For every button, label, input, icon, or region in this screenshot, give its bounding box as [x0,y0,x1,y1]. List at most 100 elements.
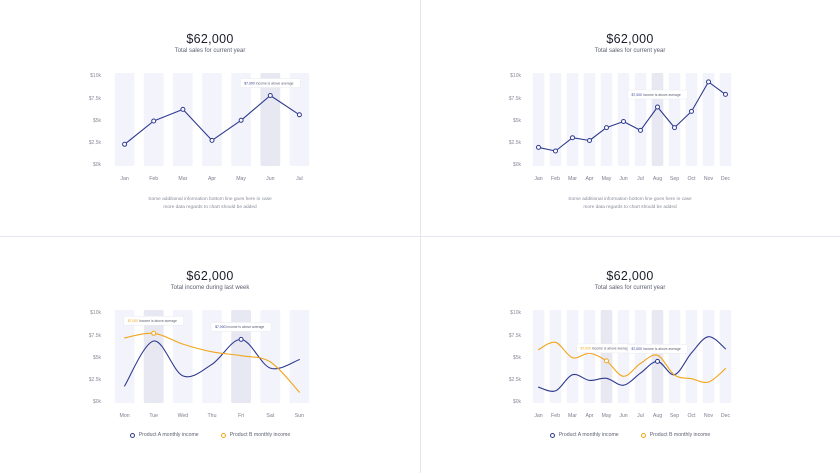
column-band [634,73,647,166]
series-line [537,336,727,392]
column-band [600,310,613,403]
tooltip-message: Income is above average [592,347,630,351]
line-chart: $10k $7.5k $5k $2.5k $0k Jan Feb Mar Apr May Jun Ju… [509,73,732,182]
column-band [549,310,562,403]
x-tick-label: Apr [585,176,593,182]
total-amount: $62,000 [186,32,234,46]
x-tick-label: Jul [637,176,644,182]
x-tick-label: Jan [534,413,542,419]
tooltip-message: Income is above average [139,319,177,323]
column-band [702,310,715,403]
legend-item-product-b[interactable]: Product B monthly income [640,432,710,438]
x-tick-label: Jun [619,176,627,182]
y-tick-label: $0k [93,399,102,405]
x-tick-label: May [602,176,612,182]
total-amount: $62,000 [606,269,654,283]
y-tick-label: $5k [513,355,522,361]
chart-card-2: $62,000 Total sales for current year $10… [420,0,840,236]
data-point [238,336,244,342]
tooltip-text: $7,000 Income is above average [128,319,177,323]
x-tick-label: Nov [704,413,714,419]
circle-marker-icon [220,432,226,438]
data-point [536,144,541,150]
y-tick-label: $7.5k [509,333,522,339]
x-tick-label: Apr [208,176,216,182]
column-band [617,310,630,403]
tooltip-box [123,316,184,326]
column-band [566,73,579,166]
data-point [689,108,694,114]
x-tick-label: Mon [120,413,130,419]
data-point [296,112,302,118]
x-tick-label: Mar [178,176,187,182]
x-tick-label: Sun [295,413,304,419]
column-band [634,310,647,403]
column-band [719,73,732,166]
column-band [702,73,715,166]
data-point [604,125,609,131]
chart-subtitle: Total income during last week [170,285,250,291]
column-band [532,73,545,166]
legend-item-product-a[interactable]: Product A monthly income [129,432,199,438]
column-band [668,310,681,403]
x-tick-label: Dec [721,176,731,182]
y-tick-label: $0k [513,399,522,405]
y-tick-label: $5k [93,118,102,124]
tooltip-text: $7,000 Income is above average [215,325,264,329]
legend-label: Product A monthly income [138,432,199,438]
x-tick-label: Feb [551,413,560,419]
column-band [289,73,310,166]
total-amount: $62,000 [186,269,234,283]
tooltip-box [240,78,301,88]
column-band [260,73,281,166]
y-tick-label: $10k [510,310,521,316]
y-tick-label: $7.5k [89,333,102,339]
column-band [668,73,681,166]
column-band [532,310,545,403]
column-band [289,310,310,403]
x-tick-label: Aug [653,413,662,419]
column-band [172,310,193,403]
tooltip-text: $7,000 Income is above average [632,93,681,97]
tooltip-message: Income is above average [226,325,264,329]
circle-marker-icon [129,432,135,438]
tooltip-box [210,322,272,332]
x-tick-label: Fri [238,413,244,419]
x-tick-label: Feb [551,176,560,182]
column-band [685,310,698,403]
tooltip-box [627,344,688,354]
footnote-line: Some additional information bottom line … [148,197,272,202]
y-tick-label: $2.5k [89,377,102,383]
data-point [706,79,711,85]
y-tick-label: $5k [93,355,102,361]
column-band [719,310,732,403]
data-point [570,135,575,141]
data-point [638,127,643,133]
tooltip-text: $7,000 Income is above average [632,347,681,351]
legend-item-product-b[interactable]: Product B monthly income [220,432,290,438]
x-tick-label: Mar [568,176,577,182]
data-point [151,118,157,124]
circle-marker-icon [549,432,555,438]
x-tick-label: Oct [687,176,696,182]
x-tick-label: Jun [266,176,274,182]
tooltip-box [627,89,688,100]
x-tick-label: Sat [266,413,274,419]
tooltip: $7,000 Income is above average [627,89,688,100]
data-point [151,330,157,336]
column-band [260,310,281,403]
data-point [655,358,660,364]
x-tick-label: Jul [637,413,644,419]
column-band [685,73,698,166]
x-tick-label: Thu [208,413,217,419]
column-band [202,310,222,403]
legend-item-product-a[interactable]: Product A monthly income [549,432,619,438]
column-band [172,73,193,166]
x-tick-label: May [236,176,246,182]
y-tick-label: $0k [513,162,522,168]
column-band [600,73,613,166]
tooltip: $7,000 Income is above average [210,322,272,332]
tooltip: $7,000 Income is above average [627,344,688,354]
tooltip-amount: $7,000 [632,93,643,97]
horizontal-divider [0,236,840,237]
